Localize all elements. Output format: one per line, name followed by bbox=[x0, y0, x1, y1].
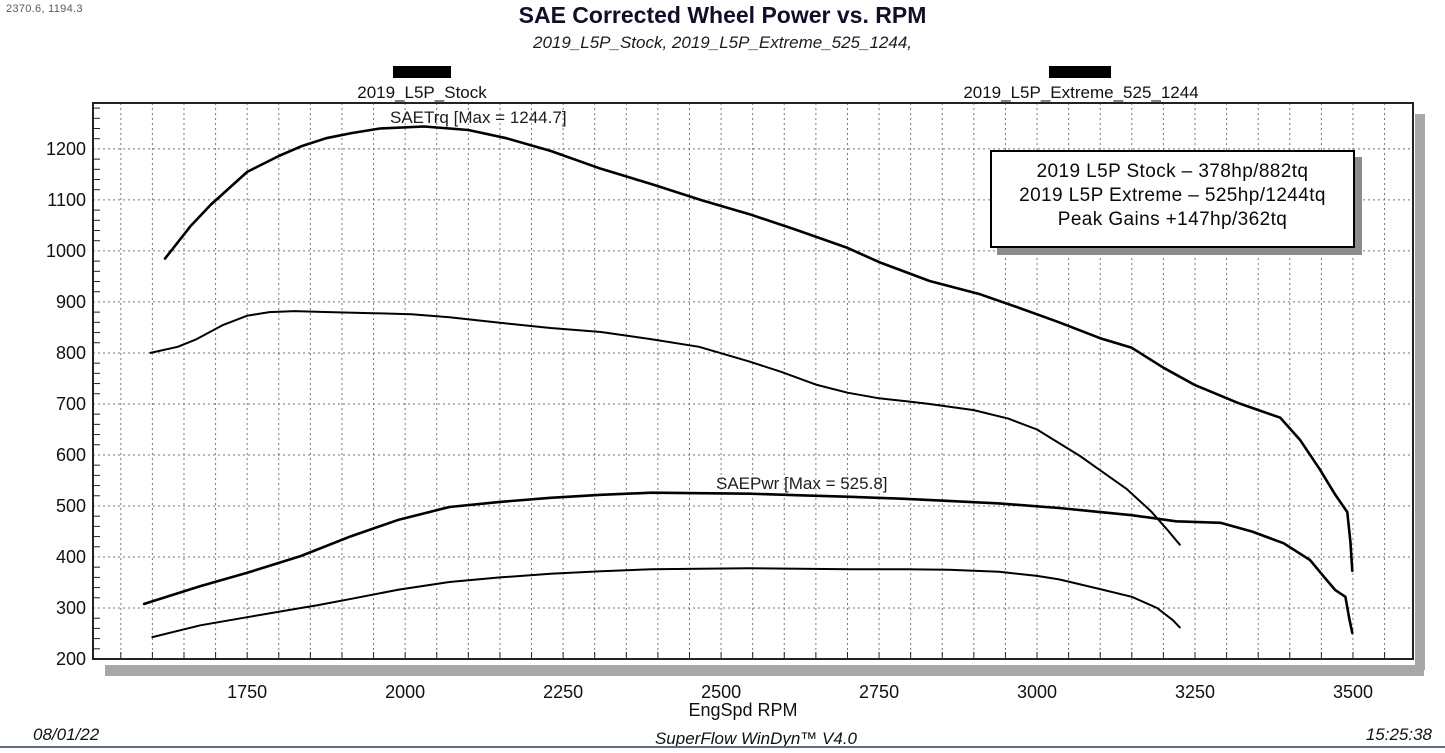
x-axis-title: EngSpd RPM bbox=[688, 700, 798, 720]
x-tick-label: 2500 bbox=[701, 682, 741, 702]
info-line-gains: Peak Gains +147hp/362tq bbox=[1057, 209, 1288, 230]
x-tick-label: 3000 bbox=[1017, 682, 1057, 702]
x-tick-label: 2000 bbox=[385, 682, 425, 702]
legend-swatch-stock bbox=[393, 66, 451, 78]
y-tick-label: 300 bbox=[56, 598, 86, 618]
curve-3-2019_L5P_Stock-SAEPwr bbox=[151, 567, 1181, 639]
footer-software-version: SuperFlow WinDyn™ V4.0 bbox=[654, 729, 858, 748]
curve-1-2019_L5P_Stock-SAETrq bbox=[149, 310, 1181, 546]
plot-border bbox=[92, 102, 1414, 660]
legend-label-extreme: 2019_L5P_Extreme_525_1244 bbox=[963, 83, 1199, 102]
power-curve-max-label: SAEPwr [Max = 525.8] bbox=[716, 474, 888, 493]
y-tick-label: 500 bbox=[56, 496, 86, 516]
legend-swatch-extreme bbox=[1049, 66, 1111, 78]
curve-2-2019_L5P_Extreme_525_1244-SAEPwr bbox=[142, 491, 1354, 635]
y-tick-label: 600 bbox=[56, 445, 86, 465]
curve-0-2019_L5P_Extreme_525_1244-SAETrq bbox=[163, 125, 1354, 573]
legend-label-stock: 2019_L5P_Stock bbox=[357, 83, 487, 102]
footer-date: 08/01/22 bbox=[33, 725, 100, 744]
y-tick-label: 1000 bbox=[46, 241, 86, 261]
footer-divider bbox=[0, 746, 1445, 748]
info-line-extreme: 2019 L5P Extreme – 525hp/1244tq bbox=[1019, 185, 1326, 206]
page-title: SAE Corrected Wheel Power vs. RPM bbox=[518, 2, 927, 28]
plot-shadow-bottom bbox=[105, 665, 1424, 676]
x-tick-label: 1750 bbox=[227, 682, 267, 702]
footer-time: 15:25:38 bbox=[1365, 725, 1432, 744]
y-tick-label: 1100 bbox=[47, 190, 86, 210]
y-tick-label: 800 bbox=[56, 343, 86, 363]
y-tick-label: 900 bbox=[56, 292, 86, 312]
y-tick-label: 200 bbox=[56, 649, 86, 669]
x-tick-label: 3500 bbox=[1333, 682, 1373, 702]
x-tick-label: 2750 bbox=[859, 682, 899, 702]
y-tick-label: 400 bbox=[56, 547, 86, 567]
y-tick-label: 700 bbox=[56, 394, 86, 414]
cursor-readout: 2370.6, 1194.3 bbox=[6, 3, 83, 15]
peak-gains-info-box: 2019 L5P Stock – 378hp/882tq 2019 L5P Ex… bbox=[990, 150, 1355, 248]
run-names-subtitle: 2019_L5P_Stock, 2019_L5P_Extreme_525_124… bbox=[532, 33, 913, 52]
x-tick-label: 2250 bbox=[543, 682, 583, 702]
y-tick-label: 1200 bbox=[46, 139, 86, 159]
info-line-stock: 2019 L5P Stock – 378hp/882tq bbox=[1036, 161, 1309, 182]
plot-shadow-right bbox=[1415, 114, 1425, 670]
x-tick-label: 3250 bbox=[1175, 682, 1215, 702]
torque-curve-max-label: SAETrq [Max = 1244.7] bbox=[390, 108, 567, 127]
